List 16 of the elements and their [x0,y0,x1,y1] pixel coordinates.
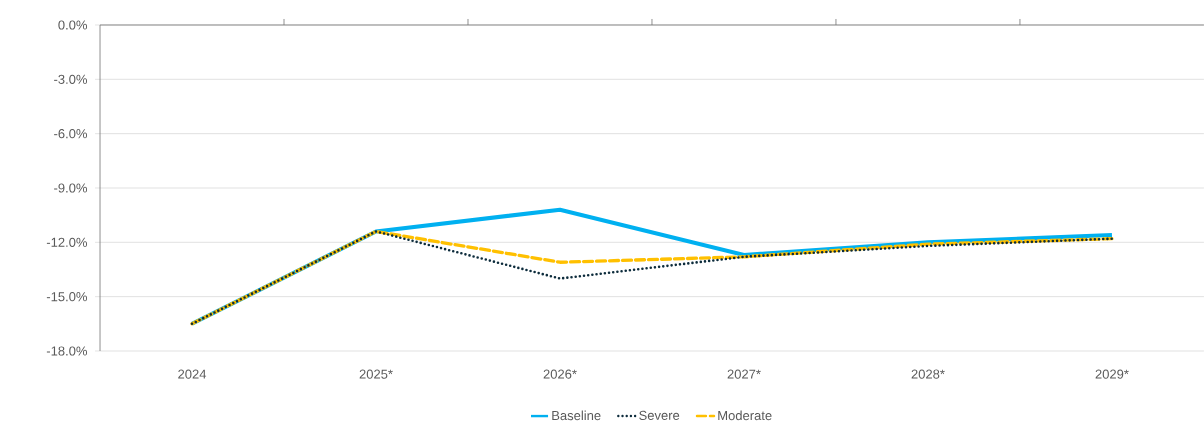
x-tick-label: 2024 [178,369,207,379]
y-tick-label: -18.0% [46,346,88,356]
y-tick-label: -3.0% [54,74,88,84]
legend-label: Baseline [552,410,601,421]
y-tick-label: -9.0% [54,183,88,193]
x-tick-label: 2027* [727,369,761,379]
y-tick-label: -12.0% [46,237,88,247]
x-tick-label: 2026* [543,369,577,379]
legend-label: Moderate [718,410,772,421]
y-tick-label: -15.0% [46,292,88,302]
x-tick-label: 2028* [911,369,945,379]
y-tick-label: 0.0% [58,20,88,30]
x-tick-label: 2029* [1095,369,1129,379]
legend-label: Severe [639,410,680,420]
y-tick-label: -6.0% [54,129,88,139]
x-tick-label: 2025* [359,369,393,379]
